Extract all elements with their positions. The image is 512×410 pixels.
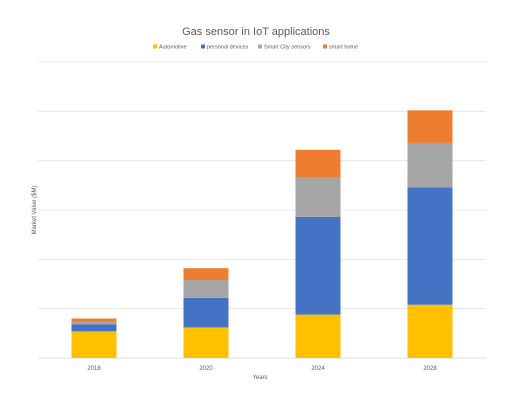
bar-segment [183, 268, 229, 281]
legend-swatch [258, 44, 262, 49]
bar-segment [295, 314, 341, 358]
bar-segment [71, 321, 117, 325]
bar-segment [183, 327, 229, 358]
bar-segment [407, 304, 453, 358]
bar-segment [71, 324, 117, 332]
legend-label: personal devices [207, 45, 249, 51]
legend-swatch [153, 44, 157, 49]
bar-segment [295, 149, 341, 178]
bar-segment [295, 216, 341, 315]
bar-segment [183, 297, 229, 328]
bar-segment [295, 177, 341, 217]
x-axis-title: Years [252, 375, 267, 381]
bar-segment [407, 142, 453, 188]
x-tick-label: 2018 [87, 366, 101, 372]
legend-label: Smart City sensors [264, 45, 311, 51]
x-axis-ticks: 2018 2020 2024 2028 [87, 366, 437, 372]
legend-label: Automotive [159, 45, 187, 51]
legend: Automotive personal devices Smart City sen… [153, 44, 358, 51]
bar-segment [183, 280, 229, 298]
bar-segment [71, 318, 117, 322]
bar-segment [71, 331, 117, 358]
legend-label: smart home [329, 45, 358, 51]
bar-segment [407, 110, 453, 143]
x-tick-label: 2020 [199, 366, 213, 372]
x-tick-label: 2028 [423, 366, 437, 372]
legend-swatch [323, 44, 327, 49]
bars [71, 110, 453, 358]
chart-title: Gas sensor in IoT applications [182, 26, 330, 38]
x-tick-label: 2024 [311, 366, 325, 372]
y-axis-title: Market Value ($M) [32, 186, 38, 235]
bar-segment [407, 187, 453, 305]
legend-swatch [201, 44, 205, 49]
